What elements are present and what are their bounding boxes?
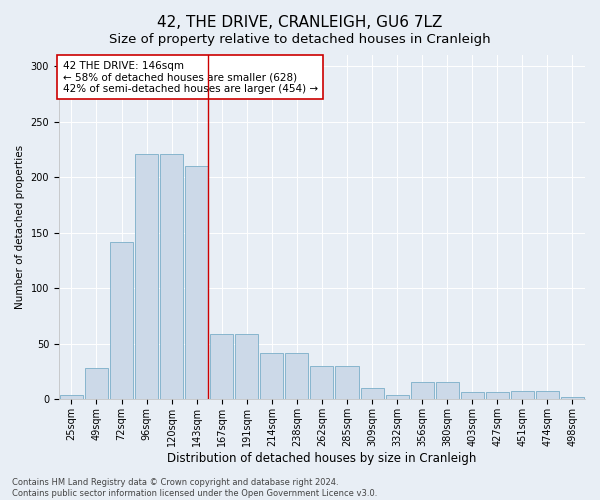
- Bar: [511, 390, 534, 400]
- Bar: [286, 353, 308, 400]
- Bar: [135, 154, 158, 400]
- Text: 42 THE DRIVE: 146sqm
← 58% of detached houses are smaller (628)
42% of semi-deta: 42 THE DRIVE: 146sqm ← 58% of detached h…: [62, 60, 318, 94]
- Bar: [410, 382, 434, 400]
- Bar: [536, 390, 559, 400]
- Bar: [461, 392, 484, 400]
- Bar: [235, 334, 259, 400]
- Bar: [436, 382, 459, 400]
- Text: Size of property relative to detached houses in Cranleigh: Size of property relative to detached ho…: [109, 32, 491, 46]
- Bar: [486, 392, 509, 400]
- Bar: [335, 366, 359, 400]
- Bar: [85, 368, 108, 400]
- X-axis label: Distribution of detached houses by size in Cranleigh: Distribution of detached houses by size …: [167, 452, 476, 465]
- Bar: [361, 388, 383, 400]
- Bar: [110, 242, 133, 400]
- Bar: [386, 395, 409, 400]
- Text: Contains HM Land Registry data © Crown copyright and database right 2024.
Contai: Contains HM Land Registry data © Crown c…: [12, 478, 377, 498]
- Bar: [210, 334, 233, 400]
- Bar: [561, 397, 584, 400]
- Bar: [185, 166, 208, 400]
- Bar: [310, 366, 334, 400]
- Bar: [160, 154, 183, 400]
- Bar: [60, 395, 83, 400]
- Text: 42, THE DRIVE, CRANLEIGH, GU6 7LZ: 42, THE DRIVE, CRANLEIGH, GU6 7LZ: [157, 15, 443, 30]
- Y-axis label: Number of detached properties: Number of detached properties: [15, 145, 25, 310]
- Bar: [260, 353, 283, 400]
